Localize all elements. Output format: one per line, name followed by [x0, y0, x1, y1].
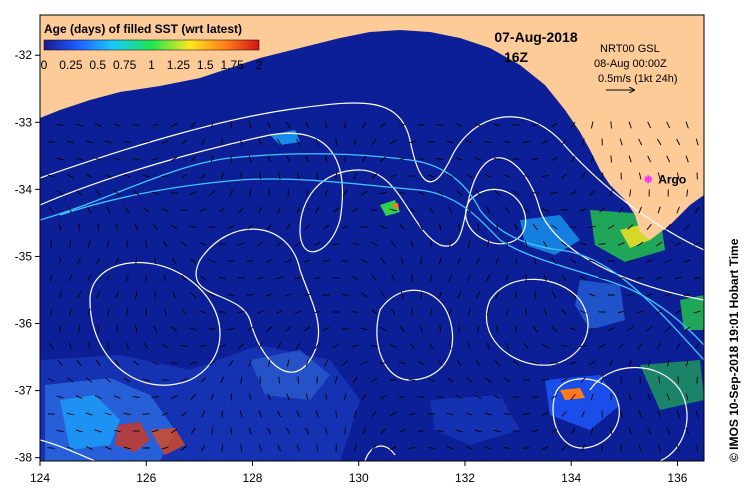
- colorbar-tick-label: 0.75: [113, 58, 137, 72]
- drifter-tracks: [40, 153, 704, 361]
- argo-label: Argo: [658, 172, 686, 186]
- x-tick-label: 134: [561, 471, 581, 485]
- x-tick-label: 130: [349, 471, 369, 485]
- x-tick-label: 136: [667, 471, 687, 485]
- map-time: 16Z: [504, 49, 529, 65]
- y-tick-label: -36: [15, 317, 33, 331]
- y-tick-label: -38: [15, 451, 33, 465]
- colorbar-tick-label: 0: [41, 58, 48, 72]
- y-tick-label: -35: [15, 249, 33, 263]
- colorbar-tick-label: 1.25: [167, 58, 191, 72]
- colorbar: [43, 39, 260, 51]
- plot-frame: [39, 14, 705, 462]
- colorbar-tick-label: 0.25: [59, 58, 83, 72]
- current-model: NRT00 GSL: [600, 43, 660, 55]
- colorbar-tick-label: 1.75: [220, 58, 244, 72]
- ssh-contours: [40, 102, 704, 461]
- x-tick-label: 126: [136, 471, 156, 485]
- sst-age-patches: [40, 130, 704, 461]
- imos-credit: © IMOS 10-Sep-2018 19:01 Hobart Time: [727, 238, 741, 462]
- map-date: 07-Aug-2018: [494, 29, 577, 45]
- colorbar-tick-label: 1: [148, 58, 155, 72]
- x-axis: 124 126 128 130 132 134 136: [30, 461, 688, 485]
- y-tick-label: -32: [15, 48, 33, 62]
- x-tick-label: 124: [30, 471, 50, 485]
- y-tick-label: -37: [15, 384, 33, 398]
- land-mass: [40, 15, 704, 240]
- x-tick-label: 132: [455, 471, 475, 485]
- colorbar-tick-label: 2: [256, 58, 263, 72]
- argo-float-marker: Argo: [644, 172, 686, 186]
- y-axis: -32 -33 -34 -35 -36 -37 -38: [15, 48, 40, 465]
- current-vectors: [47, 121, 704, 452]
- colorbar-ticks: 0 0.25 0.5 0.75 1 1.25 1.5 1.75 2: [41, 58, 263, 72]
- colorbar-title: Age (days) of filled SST (wrt latest): [44, 22, 242, 36]
- argo-star-icon: [644, 175, 653, 184]
- colorbar-tick-label: 0.5: [89, 58, 106, 72]
- y-tick-label: -34: [15, 182, 33, 196]
- x-tick-label: 128: [242, 471, 262, 485]
- current-scale: 0.5m/s (1kt 24h): [598, 73, 677, 85]
- y-tick-label: -33: [15, 115, 33, 129]
- colorbar-tick-label: 1.5: [197, 58, 214, 72]
- current-valid-time: 08-Aug 00:00Z: [594, 58, 667, 70]
